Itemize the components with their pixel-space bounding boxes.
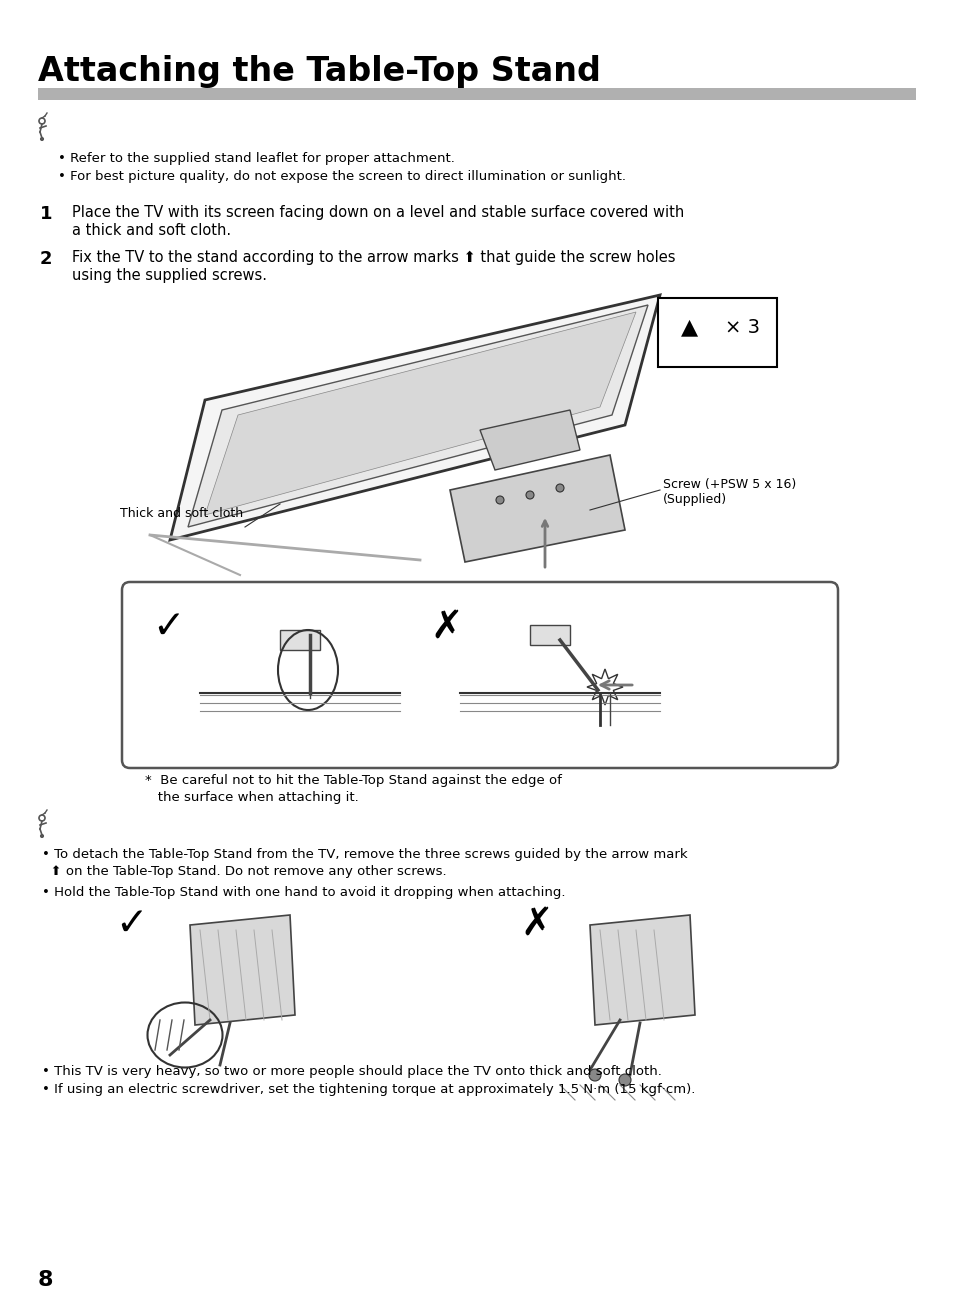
Text: Attaching the Table-Top Stand: Attaching the Table-Top Stand [38, 55, 600, 88]
Bar [38, 88, 915, 100]
Polygon shape [530, 626, 569, 645]
Text: ✗: ✗ [519, 905, 552, 944]
Text: • Refer to the supplied stand leaflet for proper attachment.: • Refer to the supplied stand leaflet fo… [58, 152, 455, 165]
Text: • Hold the Table-Top Stand with one hand to avoid it dropping when attaching.: • Hold the Table-Top Stand with one hand… [42, 887, 565, 900]
Text: *  Be careful not to hit the Table-Top Stand against the edge of: * Be careful not to hit the Table-Top St… [145, 774, 561, 787]
Text: Screw (+PSW 5 x 16)
(Supplied): Screw (+PSW 5 x 16) (Supplied) [662, 478, 796, 506]
Text: Place the TV with its screen facing down on a level and stable surface covered w: Place the TV with its screen facing down… [71, 205, 683, 219]
Text: Thick and soft cloth: Thick and soft cloth [120, 508, 243, 520]
Polygon shape [589, 915, 695, 1025]
Text: using the supplied screws.: using the supplied screws. [71, 267, 267, 283]
FancyBboxPatch shape [122, 582, 837, 768]
Text: ⬆ on the Table-Top Stand. Do not remove any other screws.: ⬆ on the Table-Top Stand. Do not remove … [42, 864, 446, 877]
Text: × 3: × 3 [724, 318, 760, 337]
Text: ▲: ▲ [680, 318, 698, 337]
Text: 1: 1 [40, 205, 52, 223]
Text: • This TV is very heavy, so two or more people should place the TV onto thick an: • This TV is very heavy, so two or more … [42, 1064, 661, 1079]
Circle shape [525, 491, 534, 498]
Text: 8: 8 [38, 1269, 53, 1290]
Text: • To detach the Table-Top Stand from the TV, remove the three screws guided by t: • To detach the Table-Top Stand from the… [42, 848, 687, 861]
Polygon shape [188, 305, 647, 527]
Text: • If using an electric screwdriver, set the tightening torque at approximately 1: • If using an electric screwdriver, set … [42, 1083, 695, 1096]
Circle shape [556, 484, 563, 492]
Circle shape [618, 1073, 630, 1086]
Polygon shape [190, 915, 294, 1025]
Text: ✗: ✗ [430, 607, 462, 646]
Text: Fix the TV to the stand according to the arrow marks ⬆ that guide the screw hole: Fix the TV to the stand according to the… [71, 251, 675, 265]
Text: 2: 2 [40, 251, 52, 267]
Text: ✓: ✓ [115, 905, 148, 944]
FancyBboxPatch shape [658, 299, 776, 367]
Polygon shape [170, 295, 659, 540]
Text: a thick and soft cloth.: a thick and soft cloth. [71, 223, 231, 238]
Polygon shape [205, 312, 636, 515]
Circle shape [40, 138, 44, 140]
Text: the surface when attaching it.: the surface when attaching it. [145, 790, 358, 803]
Polygon shape [479, 410, 579, 470]
Text: • For best picture quality, do not expose the screen to direct illumination or s: • For best picture quality, do not expos… [58, 170, 625, 183]
Text: ✓: ✓ [152, 607, 185, 646]
Circle shape [588, 1070, 600, 1081]
Polygon shape [586, 668, 622, 705]
Circle shape [40, 835, 44, 837]
Polygon shape [280, 630, 319, 650]
Circle shape [496, 496, 503, 504]
Polygon shape [450, 456, 624, 562]
